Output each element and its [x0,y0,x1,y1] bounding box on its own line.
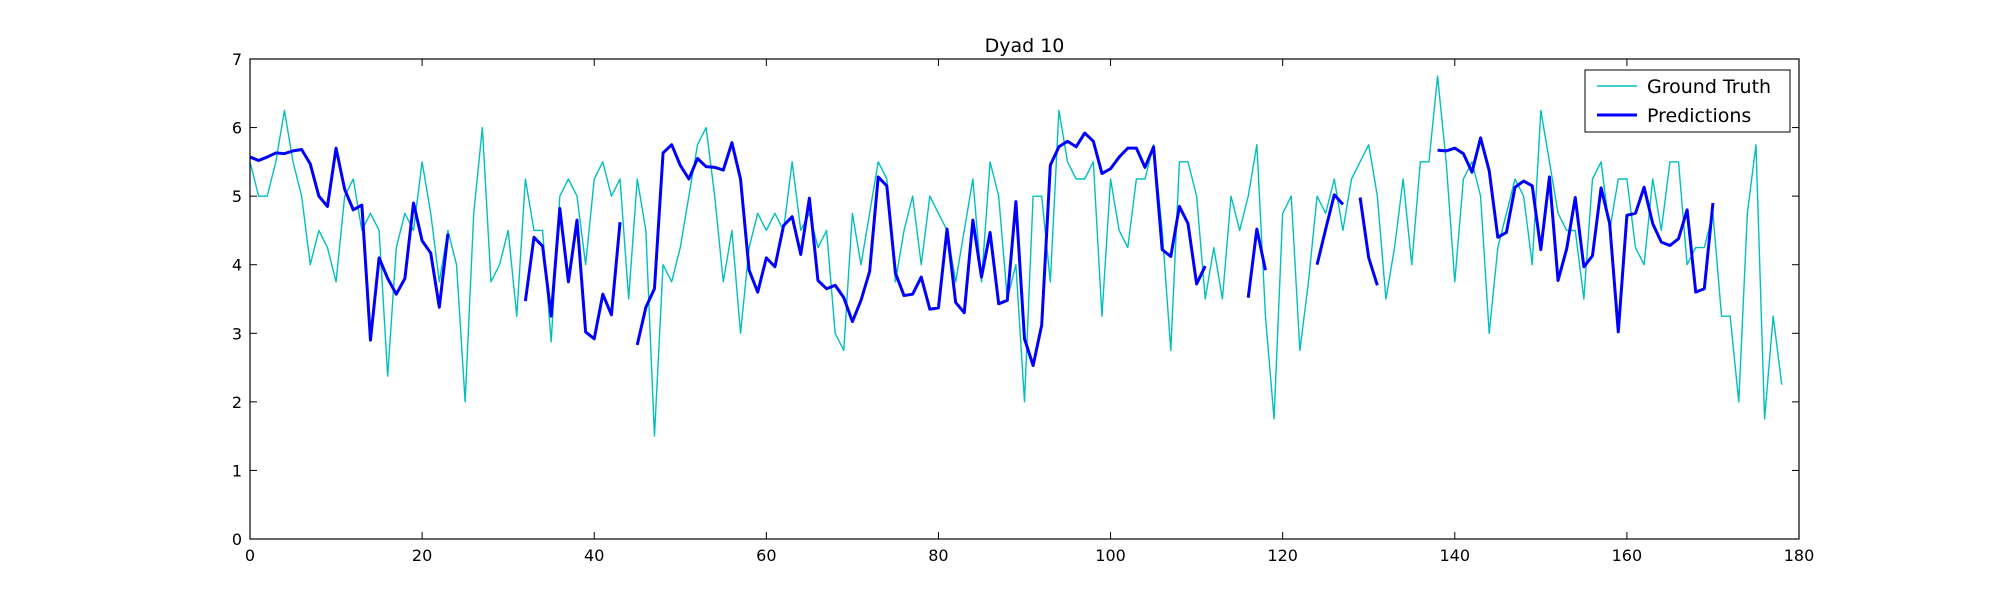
x-tick-label: 160 [1612,546,1643,565]
y-tick-label: 7 [232,50,242,69]
x-tick-label: 40 [584,546,604,565]
legend-label: Predictions [1647,105,1751,127]
series-line-predictions [249,131,1715,368]
legend-label: Ground Truth [1647,76,1771,98]
legend-box [1584,69,1791,133]
series-line-ground-truth [249,75,1783,437]
y-tick-label: 3 [232,324,242,343]
x-tick-label: 20 [412,546,432,565]
chart-title: Dyad 10 [985,35,1065,57]
legend: Ground Truth Predictions [1584,69,1791,133]
x-tick-label: 100 [1095,546,1126,565]
y-tick-label: 6 [232,119,242,138]
x-tick-label: 60 [756,546,776,565]
x-tick-label: 120 [1267,546,1298,565]
x-tick-label: 0 [245,546,255,565]
y-tick-label: 0 [232,530,242,549]
x-tick-label: 80 [928,546,948,565]
series-layer [249,75,1783,437]
y-tick-label: 5 [232,187,242,206]
y-tick-label: 2 [232,393,242,412]
axis-ticks: 0 20 40 60 80 100 120 140 160 180 0 1 2 3 4 5 6 7 [232,50,1814,565]
x-tick-label: 180 [1784,546,1815,565]
plot-frame [249,58,1800,540]
x-tick-label: 140 [1440,546,1471,565]
y-tick-label: 4 [232,256,242,275]
y-tick-label: 1 [232,461,242,480]
